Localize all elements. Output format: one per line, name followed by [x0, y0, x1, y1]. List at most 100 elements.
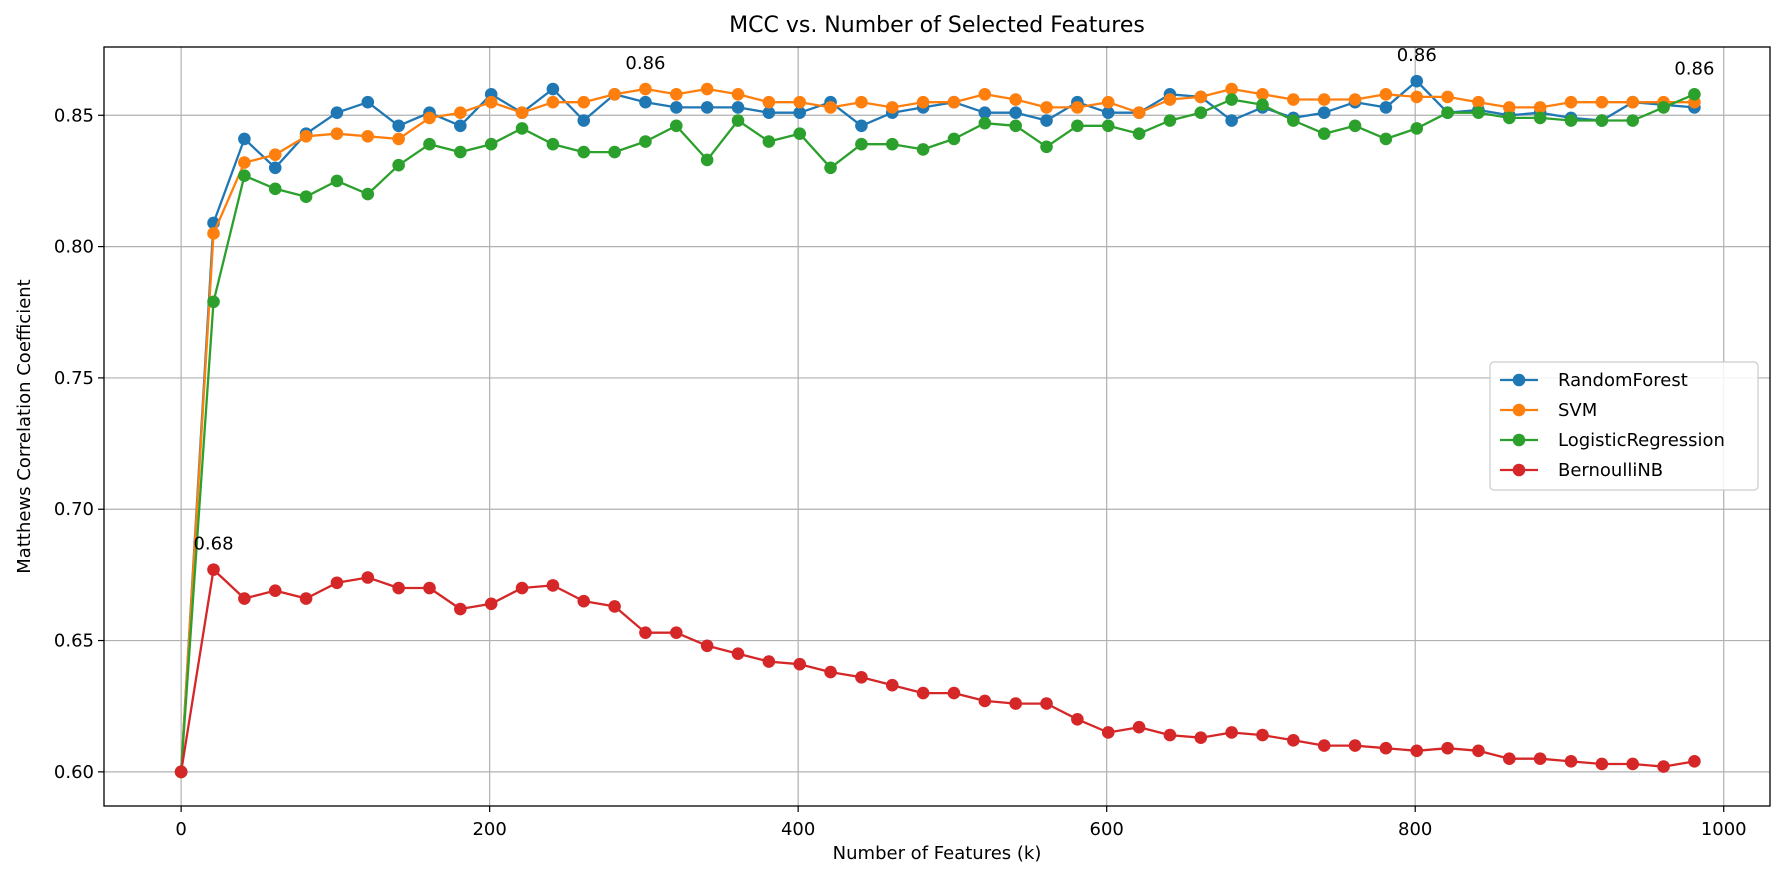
- data-point-bernoullinb: [1287, 734, 1300, 747]
- data-point-logisticregression: [1472, 106, 1485, 119]
- data-point-logisticregression: [577, 145, 591, 159]
- data-point-logisticregression: [885, 137, 899, 151]
- data-point-svm: [731, 87, 745, 101]
- legend-item-randomforest: RandomForest: [1500, 370, 1688, 391]
- legend-label-logisticregression: LogisticRegression: [1558, 430, 1725, 451]
- y-tick-label: 0.85: [54, 105, 94, 126]
- data-point-logisticregression: [978, 116, 992, 130]
- data-point-svm: [238, 156, 251, 169]
- data-point-bernoullinb: [546, 579, 560, 592]
- data-point-svm: [1132, 106, 1146, 119]
- data-point-bernoullinb: [1132, 720, 1146, 734]
- data-point-svm: [1163, 93, 1177, 106]
- data-point-svm: [639, 82, 652, 96]
- data-point-randomforest: [1379, 101, 1393, 114]
- data-point-bernoullinb: [299, 592, 313, 605]
- data-point-bernoullinb: [268, 584, 282, 597]
- data-point-bernoullinb: [454, 602, 467, 616]
- data-point-svm: [1564, 95, 1578, 109]
- data-point-svm: [700, 82, 714, 96]
- data-point-bernoullinb: [1040, 697, 1053, 710]
- data-point-svm: [1317, 93, 1331, 106]
- series-logisticregression: [174, 87, 1701, 779]
- data-point-randomforest: [1101, 106, 1115, 119]
- x-tick-label: 800: [1398, 819, 1432, 840]
- y-tick-label: 0.65: [54, 631, 94, 652]
- data-point-bernoullinb: [793, 657, 807, 671]
- data-point-bernoullinb: [515, 581, 529, 595]
- data-point-logisticregression: [207, 295, 220, 309]
- series-layer: [174, 74, 1701, 779]
- data-point-bernoullinb: [1441, 741, 1454, 755]
- data-point-svm: [1410, 90, 1424, 104]
- data-point-logisticregression: [299, 190, 313, 203]
- data-point-logisticregression: [1410, 122, 1424, 135]
- data-point-bernoullinb: [1626, 757, 1640, 771]
- data-point-svm: [1533, 101, 1547, 114]
- data-point-bernoullinb: [700, 639, 714, 653]
- data-point-logisticregression: [1101, 119, 1115, 133]
- annotation-label: 0.86: [625, 53, 665, 74]
- data-point-svm: [885, 101, 899, 114]
- x-tick-label: 400: [781, 819, 815, 840]
- data-point-logisticregression: [1657, 101, 1670, 114]
- data-point-logisticregression: [1441, 106, 1454, 119]
- data-point-svm: [423, 111, 436, 125]
- data-point-logisticregression: [1071, 119, 1084, 133]
- data-point-bernoullinb: [484, 597, 498, 611]
- annotation-label: 0.86: [1397, 45, 1437, 66]
- data-point-svm: [577, 95, 591, 109]
- data-point-bernoullinb: [1503, 752, 1516, 766]
- data-point-bernoullinb: [639, 626, 652, 639]
- data-point-bernoullinb: [1225, 726, 1238, 739]
- y-tick-label: 0.60: [54, 762, 94, 783]
- data-point-logisticregression: [1163, 114, 1177, 127]
- legend-label-bernoullinb: BernoulliNB: [1558, 460, 1663, 481]
- data-point-svm: [608, 87, 621, 101]
- data-point-svm: [1472, 95, 1485, 109]
- data-point-randomforest: [1410, 74, 1424, 88]
- data-point-svm: [207, 227, 220, 240]
- data-point-randomforest: [361, 95, 375, 109]
- data-point-randomforest: [762, 106, 776, 119]
- data-point-logisticregression: [855, 137, 868, 151]
- data-point-bernoullinb: [392, 581, 405, 595]
- data-point-svm: [978, 87, 992, 101]
- data-point-svm: [1348, 93, 1362, 106]
- data-point-randomforest: [731, 101, 745, 114]
- y-tick-label: 0.75: [54, 368, 94, 389]
- data-point-randomforest: [670, 101, 683, 114]
- data-point-bernoullinb: [330, 576, 344, 590]
- data-point-bernoullinb: [174, 765, 188, 779]
- data-point-svm: [793, 95, 807, 109]
- data-point-svm: [670, 87, 683, 101]
- series-svm: [174, 82, 1701, 779]
- data-point-svm: [1441, 90, 1454, 104]
- data-point-logisticregression: [1626, 114, 1640, 127]
- data-point-randomforest: [855, 119, 868, 133]
- x-tick-label: 200: [472, 819, 506, 840]
- data-point-logisticregression: [824, 161, 837, 175]
- data-point-svm: [947, 95, 961, 109]
- data-point-bernoullinb: [207, 563, 220, 576]
- data-point-bernoullinb: [238, 592, 251, 605]
- data-point-logisticregression: [762, 135, 776, 148]
- data-point-logisticregression: [1533, 111, 1547, 125]
- data-point-logisticregression: [423, 137, 436, 151]
- data-point-logisticregression: [1595, 114, 1609, 127]
- data-point-randomforest: [392, 119, 405, 133]
- y-tick-label: 0.80: [54, 237, 94, 258]
- data-point-bernoullinb: [1256, 728, 1269, 742]
- data-point-bernoullinb: [1533, 752, 1547, 766]
- data-point-svm: [361, 129, 375, 143]
- data-point-svm: [299, 129, 313, 143]
- data-point-bernoullinb: [885, 678, 899, 692]
- data-point-svm: [330, 127, 344, 140]
- data-point-svm: [1503, 101, 1516, 114]
- data-point-bernoullinb: [947, 686, 961, 700]
- data-point-svm: [268, 148, 282, 161]
- data-point-bernoullinb: [670, 626, 683, 639]
- data-point-logisticregression: [793, 127, 807, 140]
- data-point-bernoullinb: [608, 600, 621, 613]
- data-point-bernoullinb: [1379, 741, 1393, 755]
